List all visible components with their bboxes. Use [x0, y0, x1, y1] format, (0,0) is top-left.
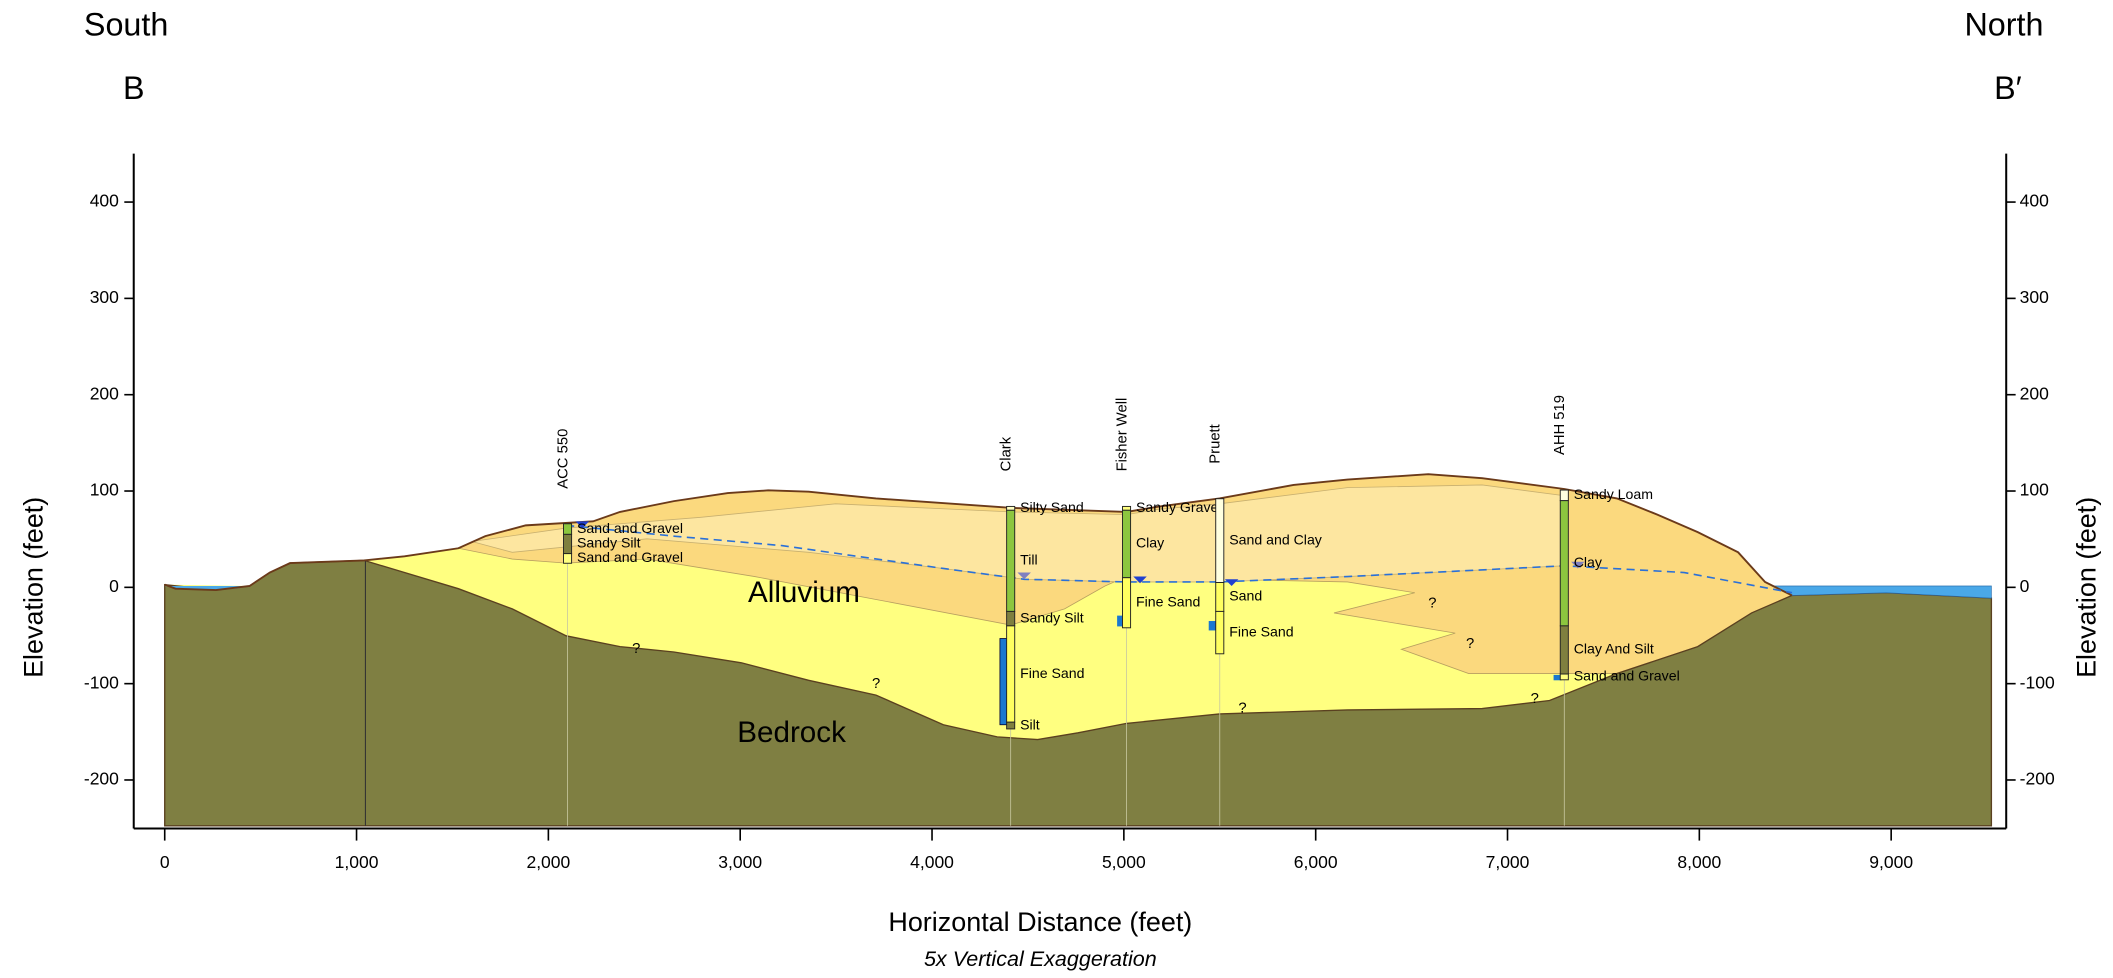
well-layer	[1216, 499, 1224, 583]
layer-label: Sandy Silt	[1020, 609, 1084, 625]
uncertain-mark: ?	[1428, 595, 1436, 611]
uncertain-mark: ?	[1466, 636, 1474, 652]
x-tick-label: 2,000	[526, 852, 570, 872]
y-tick-label-right: 100	[2020, 480, 2049, 500]
unit-label: Bedrock	[737, 716, 846, 749]
layer-label: Sandy Loam	[1574, 486, 1653, 502]
x-tick-label: 9,000	[1869, 852, 1913, 872]
x-tick-label: 3,000	[718, 852, 762, 872]
geology	[165, 474, 1992, 826]
y-tick-label-right: 200	[2020, 383, 2049, 403]
y-tick-label-right: 0	[2020, 576, 2030, 596]
x-tick-label: 0	[160, 852, 170, 872]
layer-label: Sand and Gravel	[1574, 668, 1680, 684]
x-tick-label: 4,000	[910, 852, 954, 872]
y-tick-label: 400	[90, 191, 119, 211]
uncertain-mark: ?	[1238, 700, 1246, 716]
well-layer	[1007, 626, 1015, 722]
layer-label: Silty Sand	[1020, 499, 1084, 515]
layer-label: Sand and Clay	[1229, 531, 1323, 547]
x-tick-label: 8,000	[1677, 852, 1721, 872]
section-label: B	[123, 70, 145, 106]
x-axis-title: Horizontal Distance (feet)	[888, 907, 1192, 937]
well-name: Pruett	[1208, 424, 1224, 463]
y-tick-label: 300	[90, 287, 119, 307]
y-axis-title-right: Elevation (feet)	[2071, 497, 2101, 678]
x-tick-label: 1,000	[335, 852, 379, 872]
cross-section: South North B B′ Alluvium Bedrock ? ? ? …	[0, 0, 2113, 978]
y-tick-label-right: 300	[2020, 287, 2049, 307]
layer-label: Silt	[1020, 716, 1040, 732]
well-layer	[1560, 490, 1568, 501]
well-layer	[1216, 583, 1224, 612]
well-layer	[1122, 578, 1130, 628]
layer-label: Fine Sand	[1136, 593, 1200, 609]
layer-label: Fine Sand	[1229, 623, 1293, 639]
well-layer	[1007, 722, 1015, 729]
layer-label: Clay And Silt	[1574, 641, 1654, 657]
layer-label: Sandy Gravel	[1136, 499, 1222, 515]
y-tick-label: 100	[90, 480, 119, 500]
unit-label: Alluvium	[748, 576, 860, 609]
y-axis-title: Elevation (feet)	[19, 497, 49, 678]
well-layer	[564, 534, 572, 553]
direction-label: North	[1964, 6, 2043, 42]
well-layer	[1007, 506, 1015, 510]
well-layer	[564, 524, 572, 535]
well-name: ACC 550	[555, 429, 571, 489]
y-tick-label: -100	[84, 672, 119, 692]
layer-label: Clay	[1136, 535, 1165, 551]
well-layer	[564, 554, 572, 564]
y-tick-label-right: -200	[2020, 769, 2055, 789]
uncertain-mark: ?	[872, 676, 880, 692]
y-tick-label-right: 400	[2020, 191, 2049, 211]
x-tick-label: 6,000	[1294, 852, 1338, 872]
y-tick-label: 200	[90, 383, 119, 403]
well-layer	[1007, 510, 1015, 611]
x-axis-note: 5x Vertical Exaggeration	[924, 946, 1157, 971]
layer-label: Fine Sand	[1020, 665, 1084, 681]
well-layer	[1560, 501, 1568, 626]
well-layer	[1122, 510, 1130, 577]
well-layer	[1122, 506, 1130, 510]
y-tick-label: -200	[84, 769, 119, 789]
well-layer	[1560, 674, 1568, 680]
direction-label: South	[84, 6, 168, 42]
section-label: B′	[1994, 70, 2022, 106]
well-name: AHH 519	[1552, 395, 1568, 455]
layer-label: Sand and Gravel	[577, 549, 683, 565]
y-tick-label: 0	[109, 576, 119, 596]
layer-label: Sand	[1229, 588, 1262, 604]
x-tick-label: 7,000	[1486, 852, 1530, 872]
well-layer	[1560, 626, 1568, 674]
well-name: Fisher Well	[1114, 398, 1130, 472]
x-tick-label: 5,000	[1102, 852, 1146, 872]
y-tick-label-right: -100	[2020, 672, 2055, 692]
well-name: Clark	[999, 436, 1015, 471]
layer-label: Clay	[1574, 554, 1603, 570]
layer-label: Till	[1020, 552, 1038, 568]
layer-label: Sand and Gravel	[577, 520, 683, 536]
well-layer	[1007, 611, 1015, 625]
uncertain-mark: ?	[632, 641, 640, 657]
uncertain-mark: ?	[1531, 691, 1539, 707]
well-layer	[1216, 611, 1224, 653]
